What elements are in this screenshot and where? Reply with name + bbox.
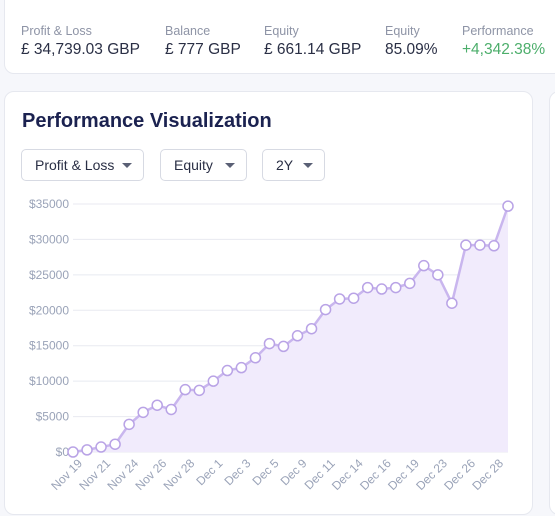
stat-value: £ 777 GBP <box>165 41 241 58</box>
x-tick-label: Dec 1 <box>193 456 225 488</box>
data-point <box>263 337 276 350</box>
data-point <box>333 293 346 305</box>
stat-equity-percent: Equity 85.09% <box>385 24 438 59</box>
data-point <box>404 277 416 290</box>
stat-label: Equity <box>264 24 299 38</box>
data-point <box>347 292 360 304</box>
chevron-down-icon <box>303 163 313 168</box>
data-point <box>319 303 332 316</box>
data-point <box>109 438 121 450</box>
y-tick-label: $30000 <box>29 232 69 246</box>
data-point <box>389 281 402 294</box>
data-point <box>446 297 458 309</box>
stat-profit-loss: Profit & Loss £ 34,739.03 GBP <box>21 24 140 59</box>
y-tick-label: $20000 <box>29 303 69 317</box>
performance-chart: $0 $5000 $10000 $15000 $20000 $25000 $30000 $35… <box>29 197 514 493</box>
data-point <box>179 383 192 396</box>
y-tick-label: $15000 <box>29 339 69 353</box>
stat-performance: Performance +4,342.38% <box>462 24 545 59</box>
stat-label: Profit & Loss <box>21 24 92 38</box>
y-tick-label: $0 <box>56 445 70 459</box>
data-point <box>361 281 374 294</box>
data-point <box>95 441 107 453</box>
y-tick-label: $10000 <box>29 374 69 388</box>
y-tick-label: $5000 <box>36 410 70 424</box>
data-point <box>291 330 304 342</box>
data-point <box>67 446 79 458</box>
chevron-down-icon <box>122 163 132 168</box>
type-dropdown[interactable]: Equity <box>160 149 247 181</box>
data-point <box>277 340 290 353</box>
dropdown-label: Profit & Loss <box>35 157 115 173</box>
y-tick-label: $25000 <box>29 268 69 282</box>
x-tick-label: Dec 28 <box>469 456 506 493</box>
page-title: Performance Visualization <box>22 110 272 132</box>
stat-balance: Balance £ 777 GBP <box>165 24 241 59</box>
stat-value: £ 34,739.03 GBP <box>21 41 140 58</box>
data-point <box>137 406 149 419</box>
data-point <box>460 239 472 251</box>
x-tick-label: Dec 3 <box>221 456 253 488</box>
data-point <box>375 283 388 295</box>
stat-label: Equity <box>385 24 420 38</box>
area-fill <box>73 206 508 452</box>
range-dropdown[interactable]: 2Y <box>262 149 325 181</box>
data-point <box>432 269 444 281</box>
x-tick-label: Nov 28 <box>161 456 198 493</box>
data-point <box>81 444 93 456</box>
data-point <box>474 239 486 251</box>
dropdown-label: 2Y <box>276 157 294 173</box>
data-point <box>151 399 163 411</box>
data-point <box>488 240 500 252</box>
dropdown-label: Equity <box>174 157 213 173</box>
stat-value: 85.09% <box>385 41 438 58</box>
stat-value: +4,342.38% <box>462 41 546 58</box>
metric-dropdown[interactable]: Profit & Loss <box>21 149 144 181</box>
stat-label: Performance <box>462 24 534 38</box>
data-point <box>418 259 430 272</box>
data-point <box>207 375 220 387</box>
data-point <box>249 352 262 364</box>
data-point <box>305 322 318 335</box>
data-point <box>221 364 234 377</box>
data-point <box>235 361 248 374</box>
data-point <box>165 403 177 416</box>
data-point <box>193 384 206 397</box>
performance-card: Performance Visualization Profit & Loss … <box>4 91 533 515</box>
chevron-down-icon <box>225 163 235 168</box>
x-tick-label: Dec 5 <box>250 456 282 488</box>
account-stats-card: Profit & Loss £ 34,739.03 GBP Balance £ … <box>4 0 555 74</box>
stat-equity-amount: Equity £ 661.14 GBP <box>264 24 361 59</box>
y-tick-label: $35000 <box>29 197 69 211</box>
data-point <box>123 418 135 431</box>
data-point <box>502 200 514 212</box>
stat-value: £ 661.14 GBP <box>264 41 362 58</box>
stat-label: Balance <box>165 24 211 38</box>
adjacent-card <box>549 91 555 515</box>
